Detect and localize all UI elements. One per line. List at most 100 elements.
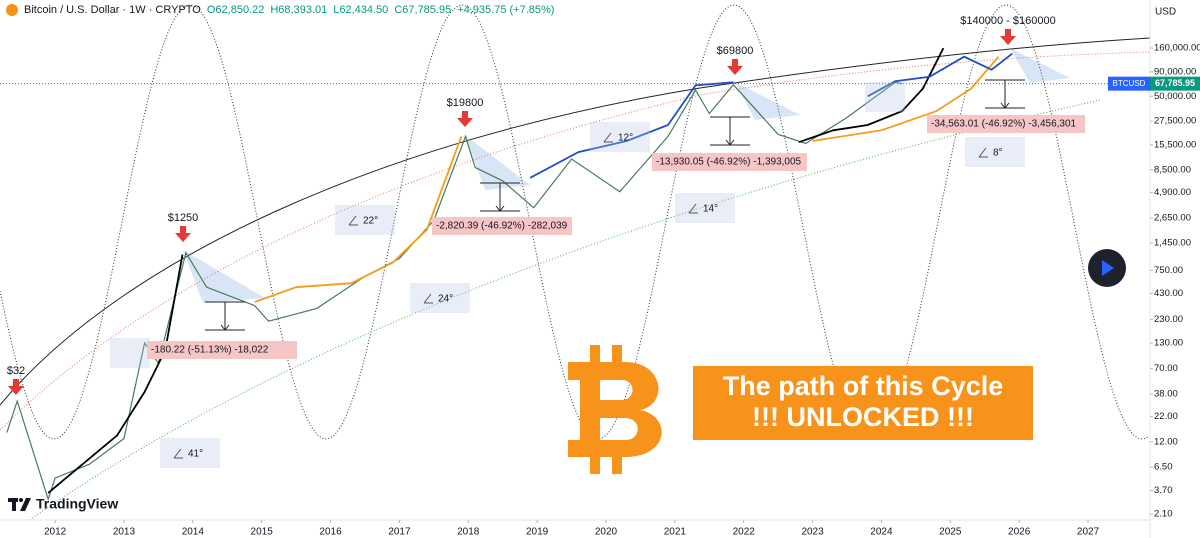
y-tick-label: 430.00 — [1154, 288, 1183, 299]
x-tick-label: 2023 — [801, 527, 824, 538]
fair-value-curve — [0, 51, 1151, 431]
angle-box — [110, 338, 150, 368]
x-tick-label: 2018 — [457, 527, 480, 538]
banner-line: !!! UNLOCKED !!! — [752, 402, 974, 432]
y-tick-label: 50,000.00 — [1154, 91, 1196, 102]
x-tick-label: 2012 — [44, 527, 67, 538]
drawdown-box — [927, 115, 1085, 133]
angle-box — [965, 137, 1025, 167]
resistance-curve — [0, 37, 1151, 406]
y-tick-label: 27,500.00 — [1154, 116, 1196, 127]
symbol-tag-text: BTCUSD — [1113, 79, 1146, 88]
y-tick-label: 130.00 — [1154, 338, 1183, 349]
x-tick-label: 2027 — [1077, 527, 1100, 538]
y-tick-label: 70.00 — [1154, 363, 1178, 374]
angle-box — [160, 438, 220, 468]
angle-box — [410, 283, 470, 313]
angle-label: 8° — [993, 148, 1003, 159]
y-tick-label: 6.50 — [1154, 462, 1173, 473]
y-tick-label: 38.00 — [1154, 389, 1178, 400]
ohlc-open: O62,850.22 — [206, 4, 265, 16]
y-tick-label: 160,000.00 — [1154, 43, 1200, 54]
drawdown-box — [147, 341, 297, 359]
peak-label: $19800 — [447, 97, 484, 109]
y-tick-label: 3.70 — [1154, 485, 1173, 496]
peak-arrow — [1000, 29, 1016, 45]
angle-label: 12° — [618, 133, 633, 144]
y-tick-label: 15,500.00 — [1154, 139, 1196, 150]
decline-zone — [183, 250, 265, 303]
x-tick-label: 2014 — [182, 527, 205, 538]
x-tick-label: 2020 — [595, 527, 618, 538]
peak-arrow — [457, 111, 473, 127]
peak-arrow — [175, 226, 191, 242]
last-price-text: 67,785.95 — [1155, 78, 1195, 88]
angle-icon — [173, 448, 183, 459]
angle-box — [335, 205, 395, 235]
cycle-wave — [0, 4, 1150, 440]
x-tick-label: 2019 — [526, 527, 549, 538]
x-tick-label: 2025 — [939, 527, 962, 538]
symbol-tag — [1108, 76, 1150, 91]
peak-label: $1250 — [168, 212, 199, 224]
y-tick-label: 4,900.00 — [1154, 187, 1191, 198]
y-tick-label: 2.10 — [1154, 509, 1173, 520]
decline-zone — [465, 135, 530, 190]
brand-logo — [8, 498, 31, 511]
angle-label: 24° — [438, 294, 453, 305]
x-tick-label: 2021 — [664, 527, 687, 538]
measure-bracket — [985, 79, 1025, 109]
symbol-title: Bitcoin / U.S. Dollar · 1W · CRYPTO — [24, 4, 201, 16]
y-tick-label: 750.00 — [1154, 265, 1183, 276]
drawdown-label: -13,930.05 (-46.92%) -1,393,005 — [656, 157, 802, 168]
angle-label: 22° — [363, 216, 378, 227]
play-icon — [1102, 260, 1114, 276]
y-tick-label: 8,500.00 — [1154, 164, 1191, 175]
x-tick-label: 2017 — [388, 527, 411, 538]
peak-arrow — [8, 379, 24, 395]
angle-icon — [603, 132, 613, 143]
y-tick-label: 90,000.00 — [1154, 66, 1196, 77]
ohlc-high: H68,393.01 — [270, 4, 328, 16]
last-price-tag — [1150, 76, 1200, 91]
x-tick-label: 2016 — [319, 527, 342, 538]
brand-name: TradingView — [36, 496, 118, 512]
angle-icon — [688, 203, 698, 214]
ohlc-close: C67,785.95 — [394, 4, 452, 16]
angle-box — [865, 82, 905, 112]
x-tick-label: 2024 — [870, 527, 893, 538]
decorations — [0, 4, 1151, 521]
angle-label: 14° — [703, 204, 718, 215]
peak-label: $32 — [7, 365, 25, 377]
x-tick-label: 2015 — [251, 527, 274, 538]
decline-zone — [735, 82, 800, 120]
peak-label: $69800 — [717, 45, 754, 57]
x-tick-label: 2026 — [1008, 527, 1031, 538]
symbol-icon — [6, 4, 18, 16]
decline-zone — [1010, 48, 1070, 83]
currency-label: USD — [1155, 7, 1176, 18]
banner-line: The path of this Cycle — [723, 371, 1004, 401]
measure-bracket — [710, 116, 750, 146]
drawdown-box — [652, 153, 807, 171]
measure-bracket — [205, 301, 245, 331]
angle-box — [675, 193, 735, 223]
drawdown-label: -34,563.01 (-46.92%) -3,456,301 — [931, 119, 1077, 130]
angle-icon — [423, 293, 433, 304]
series-line — [529, 52, 1013, 179]
y-tick-label: 230.00 — [1154, 314, 1183, 325]
header: Bitcoin / U.S. Dollar · 1W · CRYPTO O62,… — [6, 4, 554, 16]
drawdown-label: -180.22 (-51.13%) -18,022 — [151, 345, 269, 356]
measure-bracket — [480, 182, 520, 212]
ohlc-change: +4,935.75 (+7.85%) — [457, 4, 555, 16]
x-tick-label: 2022 — [733, 527, 756, 538]
angle-icon — [978, 147, 988, 158]
y-tick-label: 12.00 — [1154, 436, 1178, 447]
angle-label: 41° — [188, 449, 203, 460]
angle-icon — [348, 215, 358, 226]
y-tick-label: 1,450.00 — [1154, 238, 1191, 249]
series-line — [254, 56, 1000, 303]
peak-arrow — [727, 59, 743, 75]
